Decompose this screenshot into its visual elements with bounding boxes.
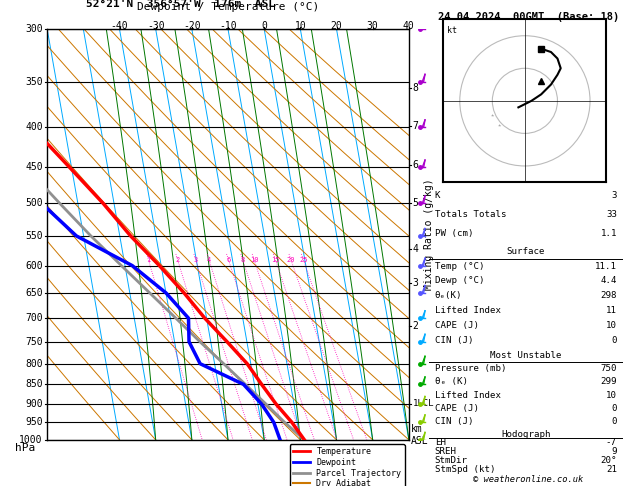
Text: 24.04.2024  00GMT  (Base: 18): 24.04.2024 00GMT (Base: 18) [438,12,619,22]
Text: 25: 25 [299,257,308,263]
Text: 4: 4 [413,243,418,254]
Text: 10: 10 [606,321,617,330]
Text: StmDir: StmDir [435,456,468,465]
Text: 450: 450 [25,162,43,173]
Text: 3: 3 [611,191,617,200]
Text: -40: -40 [111,21,128,31]
Text: CAPE (J): CAPE (J) [435,321,479,330]
Text: 5: 5 [413,198,418,208]
Text: 2: 2 [175,257,180,263]
Text: CAPE (J): CAPE (J) [435,404,479,413]
Text: CIN (J): CIN (J) [435,336,473,345]
Text: $\star$: $\star$ [489,110,496,119]
Text: 550: 550 [25,231,43,241]
Text: Most Unstable: Most Unstable [490,350,562,360]
Text: 6: 6 [413,160,418,170]
Text: 1: 1 [147,257,150,263]
Text: 400: 400 [25,122,43,132]
Text: 800: 800 [25,359,43,369]
Text: 15: 15 [271,257,280,263]
Text: 750: 750 [601,364,617,373]
Text: -20: -20 [183,21,201,31]
Text: 9: 9 [611,447,617,456]
Text: 300: 300 [25,24,43,34]
Text: 0: 0 [261,21,267,31]
Text: kt: kt [447,26,457,35]
Text: 4: 4 [207,257,211,263]
Text: 6: 6 [226,257,231,263]
Text: StmSpd (kt): StmSpd (kt) [435,465,495,474]
Text: 650: 650 [25,288,43,298]
Text: 1.1: 1.1 [601,229,617,238]
Text: Hodograph: Hodograph [501,430,550,438]
Text: 33: 33 [606,210,617,219]
Text: SREH: SREH [435,447,457,456]
Text: 900: 900 [25,399,43,409]
Text: 298: 298 [601,291,617,300]
Text: θₑ (K): θₑ (K) [435,377,468,386]
Text: Surface: Surface [506,247,545,256]
Text: PW (cm): PW (cm) [435,229,473,238]
Text: 350: 350 [25,77,43,87]
Text: 10: 10 [606,391,617,400]
Legend: Temperature, Dewpoint, Parcel Trajectory, Dry Adiabat, Wet Adiabat, Isotherm, Mi: Temperature, Dewpoint, Parcel Trajectory… [290,444,404,486]
Text: 8: 8 [241,257,245,263]
Text: 0: 0 [611,404,617,413]
Text: 0: 0 [611,336,617,345]
Text: $\star$: $\star$ [496,120,502,129]
Text: Dewp (°C): Dewp (°C) [435,277,484,285]
Text: 11: 11 [606,306,617,315]
Text: 1000: 1000 [19,435,43,445]
Text: Totals Totals: Totals Totals [435,210,506,219]
Text: 4.4: 4.4 [601,277,617,285]
Text: 3: 3 [413,278,418,288]
Text: 52°21'N  356°57'W  176m  ASL: 52°21'N 356°57'W 176m ASL [87,0,276,9]
Text: EH: EH [435,438,446,448]
Text: hPa: hPa [15,443,36,453]
Text: © weatheronline.co.uk: © weatheronline.co.uk [473,474,584,484]
Text: 20: 20 [331,21,342,31]
Text: Mixing Ratio (g/kg): Mixing Ratio (g/kg) [424,179,434,290]
Text: 500: 500 [25,198,43,208]
Text: 40: 40 [403,21,415,31]
Text: Temp (°C): Temp (°C) [435,261,484,271]
Text: Lifted Index: Lifted Index [435,391,501,400]
Text: 8: 8 [413,83,418,92]
Text: 30: 30 [367,21,379,31]
Text: 299: 299 [601,377,617,386]
Text: 600: 600 [25,260,43,271]
Text: θₑ(K): θₑ(K) [435,291,462,300]
Text: 950: 950 [25,417,43,427]
Text: Lifted Index: Lifted Index [435,306,501,315]
Text: 1LCL: 1LCL [413,399,434,408]
Text: 700: 700 [25,313,43,323]
Text: 7: 7 [413,122,418,131]
Text: -7: -7 [606,438,617,448]
Text: 3: 3 [194,257,198,263]
Text: 20: 20 [287,257,295,263]
Text: -10: -10 [219,21,237,31]
Text: CIN (J): CIN (J) [435,417,473,427]
Text: Dewpoint / Temperature (°C): Dewpoint / Temperature (°C) [137,2,319,13]
Text: 750: 750 [25,337,43,347]
Text: km
ASL: km ASL [411,424,428,446]
Text: 11.1: 11.1 [595,261,617,271]
Text: 0: 0 [611,417,617,427]
Text: 10: 10 [294,21,306,31]
Text: Pressure (mb): Pressure (mb) [435,364,506,373]
Text: 21: 21 [606,465,617,474]
Text: 850: 850 [25,380,43,389]
Text: K: K [435,191,440,200]
Text: 10: 10 [250,257,259,263]
Text: 2: 2 [413,321,418,331]
Text: 20°: 20° [601,456,617,465]
Text: -30: -30 [147,21,165,31]
